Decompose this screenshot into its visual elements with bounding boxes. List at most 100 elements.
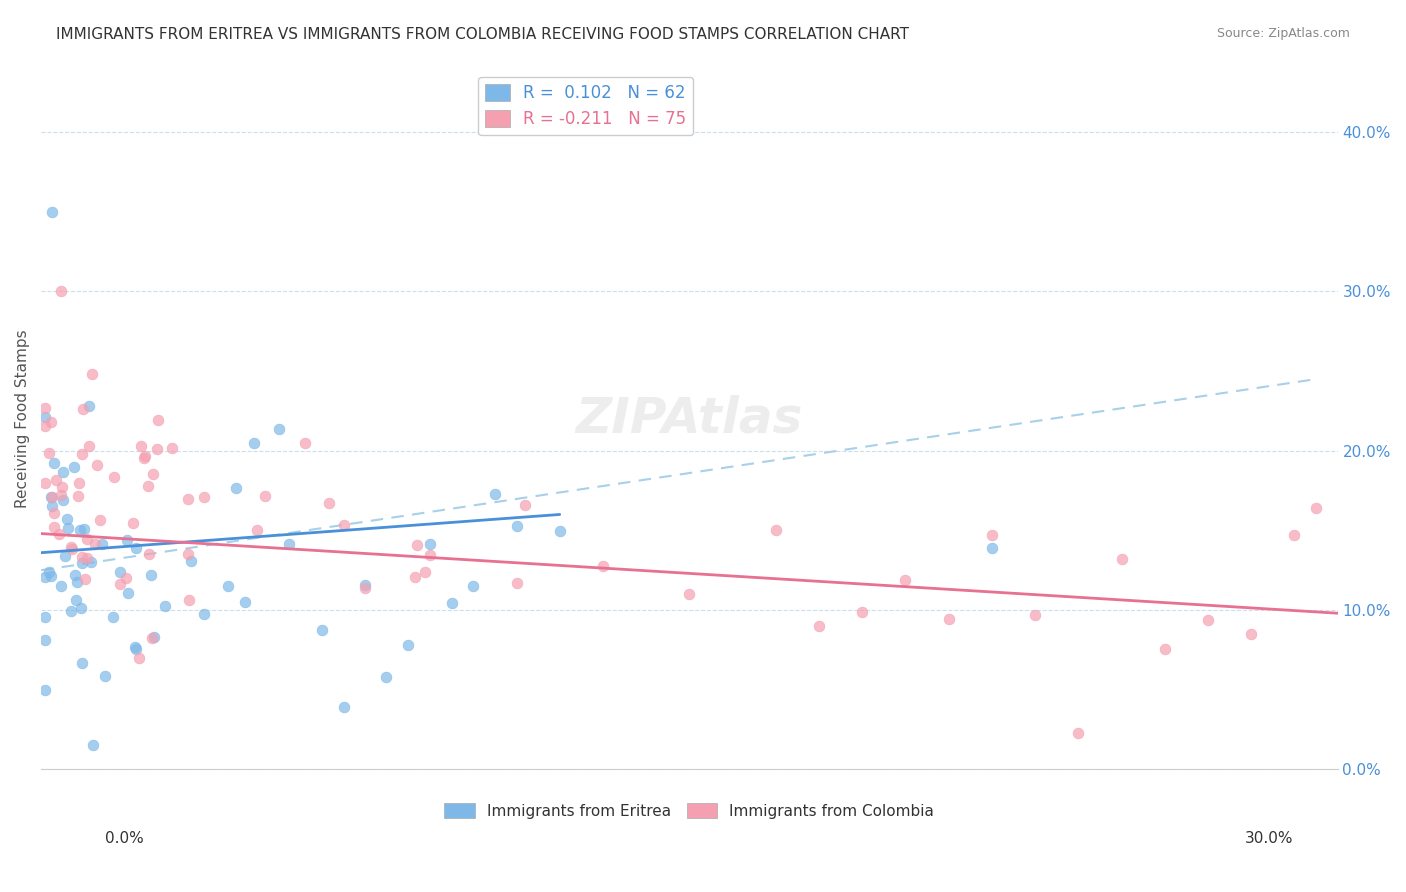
Point — [404, 570, 426, 584]
Point — [143, 630, 166, 644]
Point — [267, 422, 290, 436]
Point — [440, 596, 463, 610]
Point — [108, 565, 131, 579]
Point — [77, 439, 100, 453]
Point — [225, 481, 247, 495]
Point — [177, 491, 200, 506]
Point — [513, 499, 536, 513]
Point — [548, 524, 571, 538]
Y-axis label: Receiving Food Stamps: Receiving Food Stamps — [15, 330, 30, 508]
Point — [419, 548, 441, 562]
Point — [38, 565, 60, 579]
Point — [72, 549, 94, 564]
Point — [354, 578, 377, 592]
Point — [808, 619, 831, 633]
Point — [49, 579, 72, 593]
Point — [34, 409, 56, 424]
Point — [80, 367, 103, 381]
Point — [122, 516, 145, 530]
Point — [63, 459, 86, 474]
Point — [103, 610, 125, 624]
Point — [38, 446, 60, 460]
Point — [73, 522, 96, 536]
Point — [980, 528, 1002, 542]
Point — [894, 574, 917, 588]
Point — [132, 451, 155, 466]
Point — [60, 604, 83, 618]
Legend: Immigrants from Eritrea, Immigrants from Colombia: Immigrants from Eritrea, Immigrants from… — [439, 797, 941, 825]
Point — [124, 640, 146, 655]
Point — [41, 205, 63, 219]
Point — [141, 631, 163, 645]
Point — [138, 547, 160, 561]
Point — [125, 541, 148, 556]
Point — [938, 612, 960, 626]
Point — [53, 549, 76, 564]
Point — [49, 488, 72, 502]
Point — [398, 638, 420, 652]
Point — [233, 595, 256, 609]
Point — [60, 541, 83, 556]
Point — [70, 446, 93, 460]
Point — [765, 524, 787, 538]
Point — [484, 487, 506, 501]
Point — [76, 550, 98, 565]
Point — [34, 610, 56, 624]
Point — [419, 537, 441, 551]
Point — [678, 587, 700, 601]
Point — [48, 527, 70, 541]
Point — [180, 553, 202, 567]
Text: 30.0%: 30.0% — [1246, 831, 1294, 846]
Point — [34, 401, 56, 416]
Point — [332, 700, 354, 714]
Point — [332, 518, 354, 533]
Point — [311, 623, 333, 637]
Point — [179, 592, 201, 607]
Point — [70, 601, 93, 615]
Point — [592, 558, 614, 573]
Point — [217, 579, 239, 593]
Point — [1305, 500, 1327, 515]
Point — [66, 574, 89, 589]
Point — [146, 413, 169, 427]
Point — [117, 586, 139, 600]
Point — [294, 436, 316, 450]
Text: IMMIGRANTS FROM ERITREA VS IMMIGRANTS FROM COLOMBIA RECEIVING FOOD STAMPS CORREL: IMMIGRANTS FROM ERITREA VS IMMIGRANTS FR… — [56, 27, 910, 42]
Point — [253, 489, 276, 503]
Point — [142, 467, 165, 481]
Point — [246, 523, 269, 537]
Point — [69, 524, 91, 538]
Point — [44, 519, 66, 533]
Text: Source: ZipAtlas.com: Source: ZipAtlas.com — [1216, 27, 1350, 40]
Point — [115, 571, 138, 585]
Point — [90, 536, 112, 550]
Point — [108, 577, 131, 591]
Point — [52, 493, 75, 508]
Point — [1153, 641, 1175, 656]
Point — [176, 547, 198, 561]
Point — [124, 641, 146, 656]
Point — [353, 581, 375, 595]
Point — [139, 567, 162, 582]
Point — [39, 415, 62, 429]
Point — [131, 439, 153, 453]
Point — [39, 490, 62, 504]
Point — [103, 469, 125, 483]
Point — [162, 442, 184, 456]
Point — [72, 402, 94, 417]
Point — [413, 566, 436, 580]
Point — [41, 490, 63, 504]
Point — [86, 458, 108, 473]
Point — [1197, 613, 1219, 627]
Point — [1067, 726, 1090, 740]
Text: ZIPAtlas: ZIPAtlas — [575, 395, 803, 443]
Point — [77, 399, 100, 413]
Point — [406, 538, 429, 552]
Point — [1024, 607, 1046, 622]
Point — [93, 669, 115, 683]
Text: 0.0%: 0.0% — [105, 831, 145, 846]
Point — [76, 532, 98, 546]
Point — [193, 607, 215, 621]
Point — [277, 536, 299, 550]
Point — [851, 605, 873, 619]
